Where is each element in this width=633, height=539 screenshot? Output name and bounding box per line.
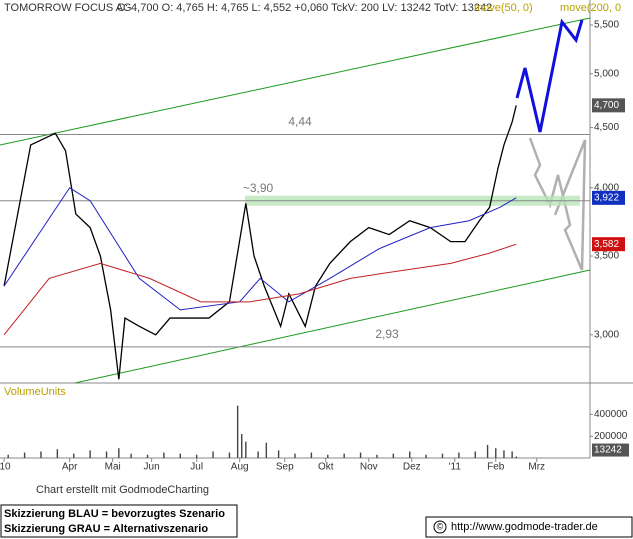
x-tick-label: Aug: [231, 462, 249, 473]
level-label: 2,93: [375, 327, 399, 341]
copyright-circle: [433, 520, 447, 534]
level-label: 4,44: [288, 115, 312, 129]
last-value-label: 3,582: [594, 239, 619, 250]
scenario-text: Skizzierung BLAU = bevorzugtes Szenario: [4, 508, 225, 520]
x-tick-label: Jul: [190, 462, 203, 473]
x-tick-label: Apr: [62, 462, 78, 473]
volume-bar: [228, 452, 231, 458]
series-line: [3, 105, 517, 380]
series-line: [3, 243, 517, 336]
volume-bar: [163, 452, 165, 458]
url[interactable]: http://www.godmode-trader.de: [451, 521, 598, 533]
x-tick-label: Dez: [403, 462, 421, 473]
volume-bar: [179, 453, 181, 458]
scenario-blue: [515, 18, 584, 133]
volume-bar: [245, 441, 247, 458]
volume-bar: [118, 448, 120, 458]
volume-bar: [23, 452, 26, 458]
level-label: ~3,90: [243, 181, 274, 195]
volume-y-tick-label: 400000: [594, 409, 628, 420]
x-tick-label: Okt: [318, 462, 334, 473]
y-tick-label: 4,500: [594, 122, 619, 133]
last-value-box: [592, 237, 625, 252]
last-value-label: 4,700: [594, 100, 619, 111]
volume-bar: [265, 442, 268, 458]
y-tick-label: 3,000: [594, 329, 619, 340]
x-tick-label: Mrz: [528, 462, 545, 473]
y-tick-label: 5,000: [594, 68, 619, 79]
x-tick-label: Feb: [487, 462, 505, 473]
header-quote: C: 4,700 O: 4,765 H: 4,765 L: 4,552 +0,0…: [117, 2, 492, 14]
volume-label: VolumeUnits: [4, 386, 66, 398]
copyright: ©: [437, 521, 444, 531]
volume-bar: [73, 453, 75, 458]
legend-entry: move(50, 0): [474, 2, 533, 14]
x-tick-label: '10: [0, 462, 11, 473]
volume-bar: [195, 454, 198, 458]
volume-bar: [310, 452, 313, 458]
volume-bar: [277, 450, 280, 458]
last-value-label: 3,922: [594, 192, 619, 203]
volume-bar: [241, 434, 243, 458]
x-tick-label: Sep: [276, 462, 294, 473]
volume-bar: [511, 451, 513, 458]
volume-last-label: 13242: [594, 445, 622, 456]
url-box: [425, 516, 633, 538]
series-line: [3, 187, 517, 311]
trend-line: [0, 17, 591, 146]
scenario-box: [0, 504, 238, 538]
volume-bar: [7, 454, 9, 458]
volume-bar: [257, 451, 259, 458]
volume-bar: [343, 453, 345, 458]
volume-bar: [515, 456, 517, 458]
x-tick-label: Jun: [144, 462, 160, 473]
volume-bar: [359, 452, 362, 458]
volume-bar: [89, 450, 91, 458]
volume-bar: [40, 451, 42, 458]
volume-y-tick-label: 200000: [594, 431, 628, 442]
volume-bar: [425, 454, 427, 458]
volume-bar: [474, 451, 476, 458]
volume-last-box: [592, 443, 629, 457]
volume-bar: [105, 451, 108, 458]
volume-bar: [212, 451, 214, 458]
volume-bar: [486, 444, 489, 458]
volume-bar: [327, 454, 329, 458]
volume-bar: [130, 453, 132, 458]
y-tick-label: 5,500: [594, 20, 619, 31]
trend-line: [74, 269, 591, 384]
scenario-text: Skizzierung GRAU = Alternativszenario: [4, 523, 208, 535]
y-tick-label: 4,000: [594, 182, 619, 193]
volume-bar: [409, 451, 411, 458]
last-value-box: [592, 190, 625, 205]
volume-bar: [458, 452, 460, 458]
volume-bar: [441, 453, 444, 458]
volume-bar: [146, 454, 149, 458]
volume-bar: [392, 453, 395, 458]
last-value-box: [592, 98, 625, 113]
header-title: TOMORROW FOCUS AG: [4, 2, 132, 14]
x-tick-label: Mai: [105, 462, 121, 473]
x-tick-label: Nov: [360, 462, 378, 473]
y-tick-label: 3,500: [594, 251, 619, 262]
x-tick-label: '11: [449, 462, 462, 473]
volume-bar: [236, 405, 239, 458]
credit: Chart erstellt mit GodmodeCharting: [36, 484, 209, 496]
volume-bar: [376, 454, 378, 458]
volume-bar: [495, 448, 497, 458]
volume-bar: [503, 450, 505, 458]
legend-entry: move(200, 0: [560, 2, 621, 14]
volume-bar: [294, 453, 296, 458]
volume-bar: [56, 449, 59, 458]
